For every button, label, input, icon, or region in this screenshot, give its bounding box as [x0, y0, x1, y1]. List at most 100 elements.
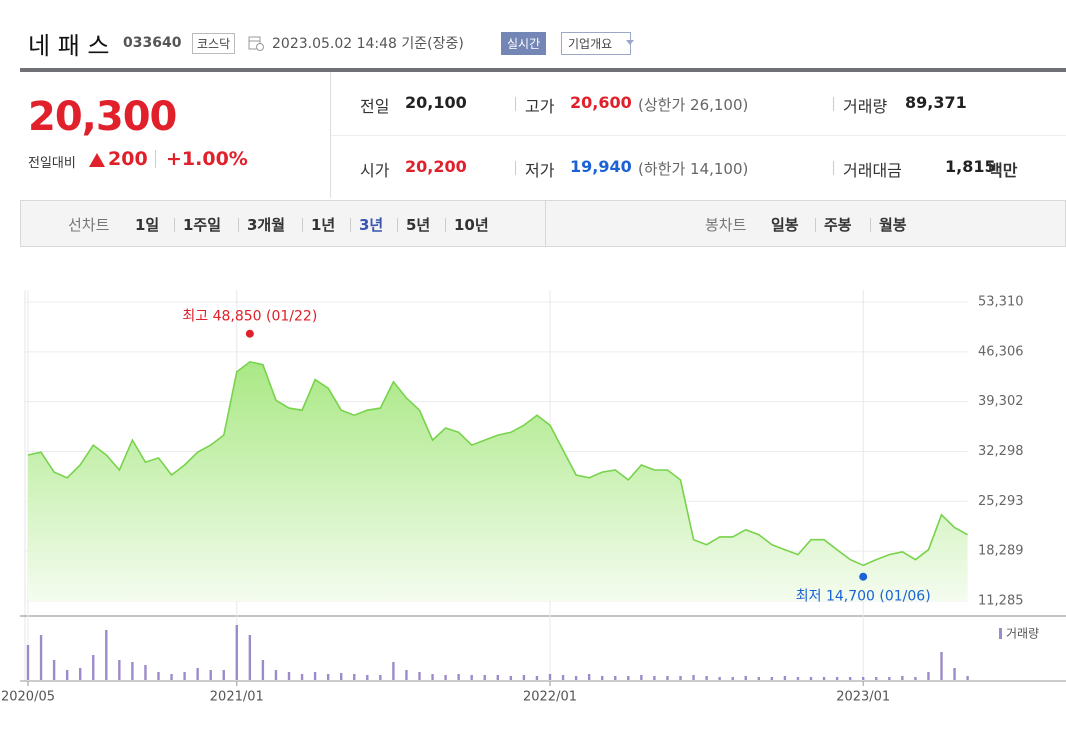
volume-bar	[679, 676, 682, 680]
volume-bar	[274, 670, 278, 680]
separator	[515, 97, 516, 111]
volume-bar	[366, 675, 369, 680]
volume-bar	[574, 676, 578, 680]
volume-bar	[196, 668, 199, 680]
y-tick-label: 25,293	[978, 494, 1024, 509]
stat-value: 1,815	[945, 157, 996, 176]
dropdown-arrow	[626, 40, 634, 45]
price-box	[20, 72, 331, 198]
volume-bar	[653, 676, 656, 680]
legend-swatch	[999, 628, 1002, 639]
separator	[155, 150, 156, 168]
stat-value: 20,200	[405, 157, 467, 176]
stat-unit: 백만	[988, 161, 1018, 180]
candle-tab[interactable]: 일봉	[771, 216, 799, 234]
realtime-button[interactable]: 실시간	[501, 32, 547, 55]
stat-label: 전일	[360, 97, 390, 116]
calendar-icon	[248, 36, 264, 51]
candle-tab[interactable]: 월봉	[879, 216, 907, 234]
volume-bar	[79, 668, 82, 680]
volume-bar	[144, 665, 147, 680]
price-line	[27, 360, 968, 567]
separator	[350, 218, 351, 232]
volume-bar	[731, 677, 734, 680]
y-tick-label: 18,289	[978, 544, 1024, 559]
change-value: 200	[108, 148, 148, 170]
volume-bar	[157, 672, 160, 680]
stat-label: 저가	[525, 161, 555, 180]
volume-bar	[26, 645, 30, 680]
volume-bar	[783, 676, 787, 680]
volume-bar	[326, 674, 330, 680]
y-tick-label: 46,306	[978, 344, 1024, 359]
volume-bar	[287, 672, 291, 680]
candle-tab[interactable]: 주봉	[824, 216, 852, 234]
volume-bar	[353, 674, 356, 680]
tab-divider	[545, 201, 546, 246]
annotation-dot	[859, 572, 868, 581]
separator	[445, 218, 446, 232]
volume-bar	[131, 662, 134, 680]
separator	[397, 218, 398, 232]
period-tab[interactable]: 1년	[311, 216, 336, 234]
x-tick-label: 2021/01	[210, 690, 264, 705]
separator	[815, 218, 816, 232]
y-tick-label: 11,285	[978, 594, 1024, 609]
tab-label: 봉차트	[705, 216, 747, 234]
volume-bar	[470, 675, 473, 680]
stat-label: 거래량	[843, 97, 888, 116]
separator	[870, 218, 871, 232]
volume-bar	[183, 672, 186, 680]
volume-bar	[757, 677, 760, 680]
period-tab[interactable]: 1주일	[183, 216, 222, 234]
annotation-label: 최고 48,850 (01/22)	[182, 309, 317, 325]
separator	[833, 97, 834, 111]
stat-note: (하한가 14,100)	[638, 160, 749, 178]
volume-bar	[548, 674, 552, 680]
volume-bar	[875, 677, 878, 680]
volume-bar	[666, 676, 669, 680]
volume-bar	[862, 677, 865, 680]
top-rule	[20, 68, 1066, 72]
period-tab[interactable]: 5년	[406, 216, 431, 234]
stat-value: 20,100	[405, 93, 467, 112]
change-percent: +1.00%	[166, 148, 248, 170]
volume-bar	[444, 675, 447, 680]
volume-bar	[496, 675, 499, 680]
tab-label: 선차트	[68, 216, 110, 234]
timestamp: 2023.05.02 14:48 기준(장중)	[272, 36, 464, 52]
volume-bar	[39, 635, 43, 680]
volume-bar	[235, 625, 238, 680]
up-triangle	[89, 153, 105, 167]
volume-bar	[901, 676, 904, 680]
volume-bar	[966, 676, 969, 680]
period-tab[interactable]: 3년	[359, 216, 384, 234]
volume-bar	[65, 670, 69, 680]
volume-bar	[509, 676, 513, 680]
volume-bar	[587, 674, 591, 680]
period-tab[interactable]: 3개월	[247, 216, 286, 234]
y-tick-label: 53,310	[978, 295, 1024, 310]
volume-bar	[835, 677, 839, 680]
period-tab[interactable]: 10년	[454, 216, 489, 234]
volume-bar	[601, 676, 604, 680]
volume-bar	[483, 675, 486, 680]
volume-bar	[92, 655, 95, 680]
volume-bar	[405, 670, 408, 680]
period-tab[interactable]: 1일	[135, 216, 160, 234]
volume-bar	[914, 677, 917, 680]
area-fill	[28, 361, 968, 601]
volume-bar	[222, 670, 225, 680]
volume-bar	[744, 676, 747, 680]
volume-bar	[52, 660, 56, 680]
volume-bar	[888, 677, 891, 680]
volume-bar	[209, 670, 212, 680]
change-label: 전일대비	[28, 156, 76, 171]
volume-bar	[796, 677, 800, 680]
volume-bar	[614, 676, 617, 680]
volume-bar	[953, 668, 956, 680]
volume-bar	[705, 676, 708, 680]
